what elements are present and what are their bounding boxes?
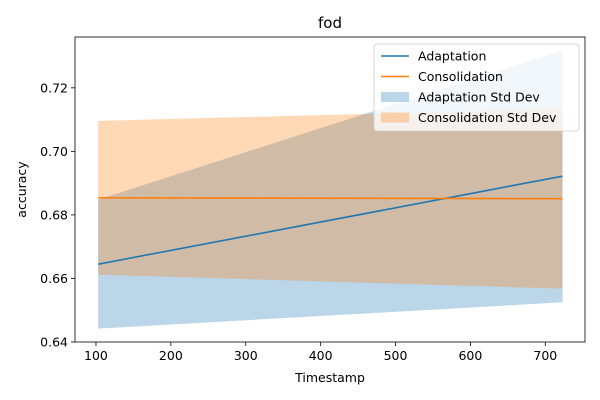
legend-entry-label: Consolidation (418, 69, 503, 84)
x-tick-label: 300 (234, 348, 258, 363)
legend-entry-label: Consolidation Std Dev (418, 110, 557, 125)
y-tick-label: 0.66 (40, 271, 68, 286)
legend-patch-swatch (381, 92, 409, 102)
y-axis-ticks: 0.64 0.66 0.68 0.70 0.72 (40, 80, 75, 350)
x-tick-label: 500 (384, 348, 408, 363)
x-tick-label: 100 (84, 348, 108, 363)
x-tick-label: 200 (159, 348, 183, 363)
x-tick-label: 600 (458, 348, 482, 363)
x-tick-label: 400 (309, 348, 333, 363)
legend-patch-swatch (381, 112, 409, 123)
y-tick-label: 0.64 (40, 335, 68, 350)
y-axis-label: accuracy (14, 161, 29, 218)
y-tick-label: 0.72 (40, 80, 68, 95)
plot-frame (74, 36, 586, 343)
legend: Adaptation Consolidation Adaptation Std De… (373, 43, 580, 132)
y-tick-label: 0.68 (40, 207, 68, 222)
chart-title: fod (318, 14, 342, 32)
x-axis-ticks: 100 200 300 400 500 600 700 (84, 342, 557, 363)
y-tick-label: 0.70 (40, 144, 68, 159)
series-line-consolidation (98, 196, 563, 200)
series-lines (98, 175, 563, 265)
x-axis-label: Timestamp (294, 370, 365, 385)
legend-entry-label: Adaptation (418, 49, 486, 64)
legend-entry-label: Adaptation Std Dev (418, 90, 540, 105)
x-tick-label: 700 (533, 348, 557, 363)
legend-box (373, 43, 580, 132)
series-line-adaptation (98, 175, 563, 265)
